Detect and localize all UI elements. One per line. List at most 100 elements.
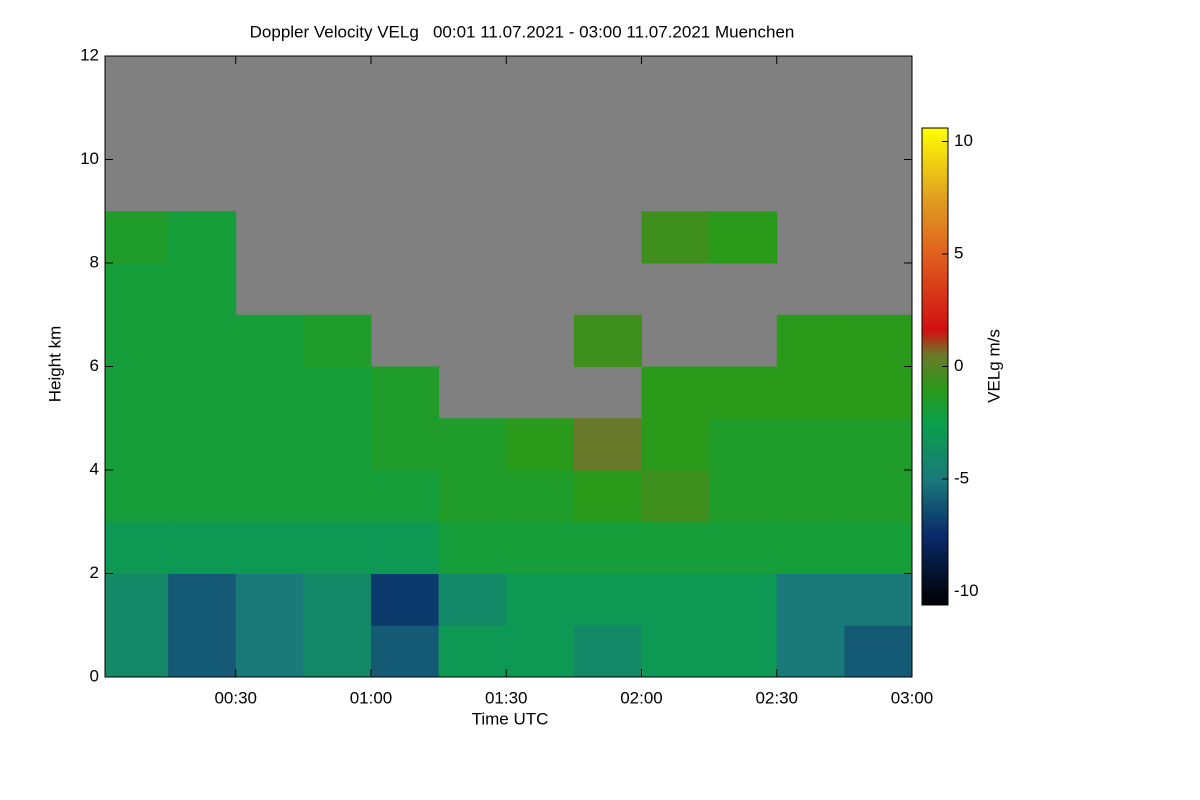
- heatmap-cell: [573, 625, 642, 678]
- colorbar-tick-label: 10: [954, 131, 973, 150]
- heatmap-cell: [844, 573, 913, 626]
- heatmap-cell: [709, 573, 778, 626]
- heatmap-cell: [573, 418, 642, 471]
- heatmap-cell: [168, 573, 237, 626]
- heatmap-cell: [641, 211, 710, 264]
- heatmap-cell: [105, 314, 169, 367]
- heatmap-cell: [709, 470, 778, 523]
- heatmap-cell: [844, 314, 913, 367]
- y-tick-label: 0: [90, 666, 99, 685]
- heatmap-cell: [709, 366, 778, 419]
- heatmap-cell: [438, 418, 507, 471]
- heatmap-cell: [303, 573, 372, 626]
- heatmap-cell: [506, 625, 575, 678]
- heatmap-cell: [776, 625, 845, 678]
- x-axis-label: Time UTC: [472, 709, 549, 728]
- heatmap-cell: [168, 625, 237, 678]
- heatmap-cell: [105, 263, 169, 316]
- heatmap-cell: [506, 470, 575, 523]
- heatmap-cell: [303, 625, 372, 678]
- heatmap-cell: [438, 470, 507, 523]
- heatmap-cell: [709, 418, 778, 471]
- heatmap-cells: [105, 211, 913, 678]
- heatmap-cell: [438, 573, 507, 626]
- heatmap-cell: [235, 418, 304, 471]
- heatmap-cell: [776, 573, 845, 626]
- heatmap-cell: [105, 625, 169, 678]
- heatmap-cell: [776, 521, 845, 574]
- y-tick-label: 10: [80, 149, 99, 168]
- heatmap-cell: [709, 521, 778, 574]
- heatmap-cell: [844, 366, 913, 419]
- heatmap-cell: [573, 521, 642, 574]
- heatmap-cell: [235, 314, 304, 367]
- heatmap-cell: [776, 470, 845, 523]
- heatmap-cell: [641, 470, 710, 523]
- x-tick-label: 00:30: [214, 688, 257, 707]
- heatmap-cell: [370, 573, 440, 626]
- heatmap-cell: [438, 625, 507, 678]
- heatmap-cell: [168, 263, 237, 316]
- heatmap-cell: [303, 470, 372, 523]
- heatmap-cell: [370, 521, 440, 574]
- heatmap-cell: [438, 521, 507, 574]
- colorbar-label: VELg m/s: [984, 329, 1003, 403]
- heatmap-cell: [641, 625, 710, 678]
- heatmap-cell: [105, 366, 169, 419]
- heatmap-cell: [168, 366, 237, 419]
- x-tick-label: 03:00: [891, 688, 934, 707]
- x-tick-label: 02:00: [620, 688, 663, 707]
- heatmap-cell: [168, 314, 237, 367]
- heatmap-cell: [844, 470, 913, 523]
- colorbar-tick-label: 5: [954, 243, 963, 262]
- chart-title: Doppler Velocity VELg 00:01 11.07.2021 -…: [250, 22, 795, 41]
- heatmap-cell: [168, 470, 237, 523]
- colorbar-tick-label: 0: [954, 356, 963, 375]
- heatmap-cell: [776, 314, 845, 367]
- heatmap-cell: [844, 625, 913, 678]
- heatmap-cell: [506, 418, 575, 471]
- heatmap-cell: [573, 470, 642, 523]
- x-tick-label: 01:30: [485, 688, 528, 707]
- heatmap-cell: [303, 314, 372, 367]
- x-tick-label: 01:00: [350, 688, 393, 707]
- heatmap-cell: [168, 211, 237, 264]
- heatmap-cell: [235, 470, 304, 523]
- y-tick-label: 2: [90, 563, 99, 582]
- heatmap-cell: [776, 418, 845, 471]
- heatmap-cell: [709, 625, 778, 678]
- heatmap-cell: [168, 418, 237, 471]
- heatmap-cell: [235, 366, 304, 419]
- heatmap-cell: [573, 314, 642, 367]
- heatmap-cell: [370, 470, 440, 523]
- y-tick-label: 8: [90, 252, 99, 271]
- y-tick-label: 4: [90, 459, 99, 478]
- heatmap-cell: [709, 211, 778, 264]
- heatmap-cell: [641, 573, 710, 626]
- heatmap-cell: [844, 521, 913, 574]
- heatmap-cell: [105, 418, 169, 471]
- y-tick-label: 12: [80, 45, 99, 64]
- heatmap-cell: [303, 366, 372, 419]
- heatmap-cell: [370, 418, 440, 471]
- heatmap-cell: [641, 366, 710, 419]
- heatmap-cell: [506, 521, 575, 574]
- heatmap-cell: [370, 625, 440, 678]
- heatmap-cell: [641, 418, 710, 471]
- heatmap-cell: [844, 418, 913, 471]
- heatmap-cell: [105, 211, 169, 264]
- heatmap-cell: [105, 470, 169, 523]
- colorbar-tick-label: -10: [954, 581, 979, 600]
- y-axis-label: Height km: [45, 326, 64, 403]
- heatmap-cell: [235, 521, 304, 574]
- x-tick-label: 02:30: [755, 688, 798, 707]
- heatmap-cell: [506, 573, 575, 626]
- heatmap-cell: [641, 521, 710, 574]
- heatmap-cell: [105, 573, 169, 626]
- heatmap-cell: [303, 418, 372, 471]
- heatmap-cell: [235, 625, 304, 678]
- heatmap-cell: [105, 521, 169, 574]
- heatmap-cell: [235, 573, 304, 626]
- colorbar-tick-label: -5: [954, 468, 969, 487]
